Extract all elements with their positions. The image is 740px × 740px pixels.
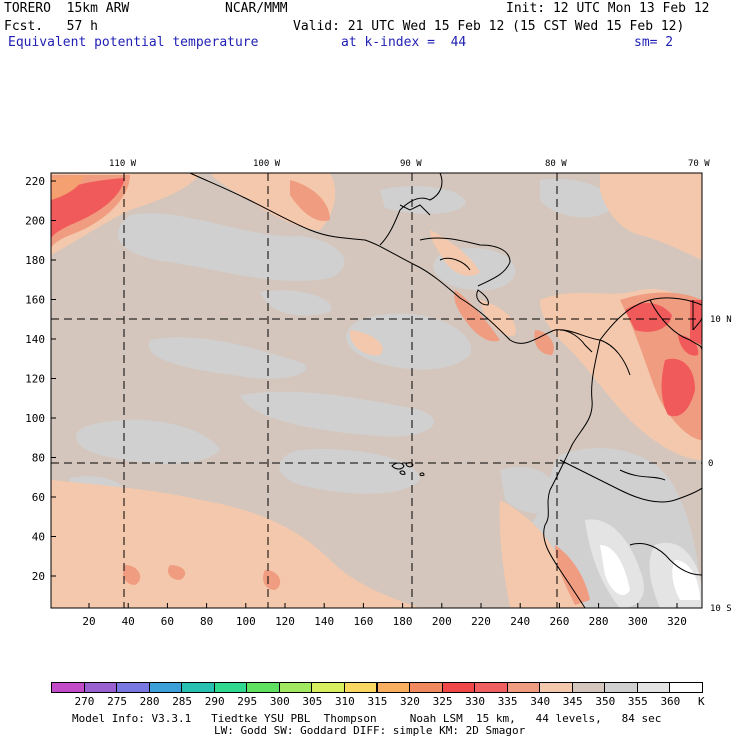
y-tick-label: 220	[25, 175, 45, 188]
x-tick-label: 180	[393, 615, 413, 628]
y-tick-label: 160	[25, 294, 45, 307]
colorbar-label: 360	[660, 695, 681, 708]
colorbar-label: 290	[204, 695, 225, 708]
lon-label-110w: 110 W	[109, 159, 137, 169]
init-time: Init: 12 UTC Mon 13 Feb 12	[506, 1, 710, 16]
y-tick-label: 120	[25, 373, 45, 386]
valid-time: Valid: 21 UTC Wed 15 Feb 12 (15 CST Wed …	[293, 19, 685, 34]
y-tick-label: 200	[25, 215, 45, 228]
x-tick-label: 40	[122, 615, 135, 628]
forecast-hour: Fcst. 57 h	[4, 19, 98, 34]
colorbar-swatch	[571, 682, 606, 693]
colorbar-swatch	[604, 682, 638, 693]
lon-label-100w: 100 W	[253, 159, 281, 169]
colorbar-swatch	[636, 682, 671, 693]
colorbar-swatch	[116, 682, 150, 693]
x-tick-label: 100	[236, 615, 256, 628]
lon-label-90w: 90 W	[400, 159, 422, 169]
x-tick-label: 120	[275, 615, 295, 628]
colorbar-label: 355	[627, 695, 648, 708]
model-title: TORERO 15km ARW	[4, 1, 130, 16]
colorbar-label: 280	[139, 695, 160, 708]
x-tick-label: 220	[471, 615, 491, 628]
field-name: Equivalent potential temperature	[8, 35, 259, 50]
y-tick-label: 100	[25, 412, 45, 425]
x-tick-label: 300	[628, 615, 648, 628]
colorbar-label: 350	[595, 695, 616, 708]
colorbar-swatch	[441, 682, 476, 693]
colorbar-label: 325	[432, 695, 453, 708]
colorbar-swatch	[83, 682, 118, 693]
colorbar-label: 335	[497, 695, 518, 708]
lat-label-10s: 10 S	[710, 604, 732, 614]
colorbar-swatch	[376, 682, 411, 693]
organization-label: NCAR/MMM	[225, 1, 288, 16]
y-tick-label: 180	[25, 254, 45, 267]
colorbar-swatch	[539, 682, 573, 693]
colorbar-swatch	[213, 682, 248, 693]
colorbar-label: 330	[465, 695, 486, 708]
colorbar-swatch	[669, 682, 703, 693]
colorbar-label: 275	[107, 695, 127, 708]
x-tick-label: 240	[510, 615, 530, 628]
colorbar-label: 320	[400, 695, 420, 708]
x-tick-label: 200	[432, 615, 452, 628]
x-tick-label: 20	[82, 615, 95, 628]
colorbar-label: 300	[269, 695, 290, 708]
x-tick-label: 80	[200, 615, 213, 628]
lon-label-70w: 70 W	[688, 159, 710, 169]
colorbar-swatch	[51, 682, 85, 693]
physics-info: LW: Godd SW: Goddard DIFF: simple KM: 2D…	[214, 724, 526, 737]
y-tick-label: 40	[32, 531, 45, 544]
map-frame	[50, 172, 703, 609]
level-info: at k-index = 44	[341, 35, 467, 50]
colorbar-label: 285	[172, 695, 193, 708]
x-tick-label: 60	[161, 615, 174, 628]
colorbar-swatch	[409, 682, 443, 693]
colorbar-label: 315	[367, 695, 388, 708]
lon-label-80w: 80 W	[545, 159, 567, 169]
colorbar-label: 310	[334, 695, 355, 708]
colorbar-swatch	[246, 682, 280, 693]
y-tick-label: 60	[32, 491, 45, 504]
x-tick-label: 140	[314, 615, 334, 628]
colorbar-swatch	[474, 682, 508, 693]
theta-e-field	[51, 173, 702, 608]
colorbar-unit: K	[698, 695, 705, 708]
colorbar-label: 345	[562, 695, 583, 708]
colorbar-label: 295	[237, 695, 258, 708]
colorbar-swatch	[278, 682, 313, 693]
y-tick-label: 140	[25, 333, 45, 346]
coastlines	[189, 172, 703, 609]
colorbar-swatch	[181, 682, 215, 693]
lat-label-10n: 10 N	[710, 315, 732, 325]
smoothing-info: sm= 2	[634, 35, 674, 50]
colorbar-label: 305	[302, 695, 323, 708]
colorbar-swatch	[148, 682, 183, 693]
graticule	[51, 173, 702, 608]
x-tick-marks	[88, 603, 678, 608]
x-tick-label: 320	[667, 615, 687, 628]
colorbar-swatch	[506, 682, 541, 693]
y-tick-label: 20	[32, 570, 45, 583]
colorbar-label: 340	[530, 695, 551, 708]
x-tick-label: 160	[353, 615, 373, 628]
y-tick-marks	[51, 180, 56, 577]
x-tick-label: 280	[589, 615, 609, 628]
colorbar-label: 270	[74, 695, 95, 708]
model-info: Model Info: V3.3.1 Tiedtke YSU PBL Thomp…	[72, 712, 662, 725]
x-tick-label: 260	[549, 615, 569, 628]
y-tick-label: 80	[32, 452, 45, 465]
colorbar-swatch	[311, 682, 345, 693]
lat-label-equator: 0	[708, 459, 713, 469]
colorbar-swatch	[343, 682, 378, 693]
